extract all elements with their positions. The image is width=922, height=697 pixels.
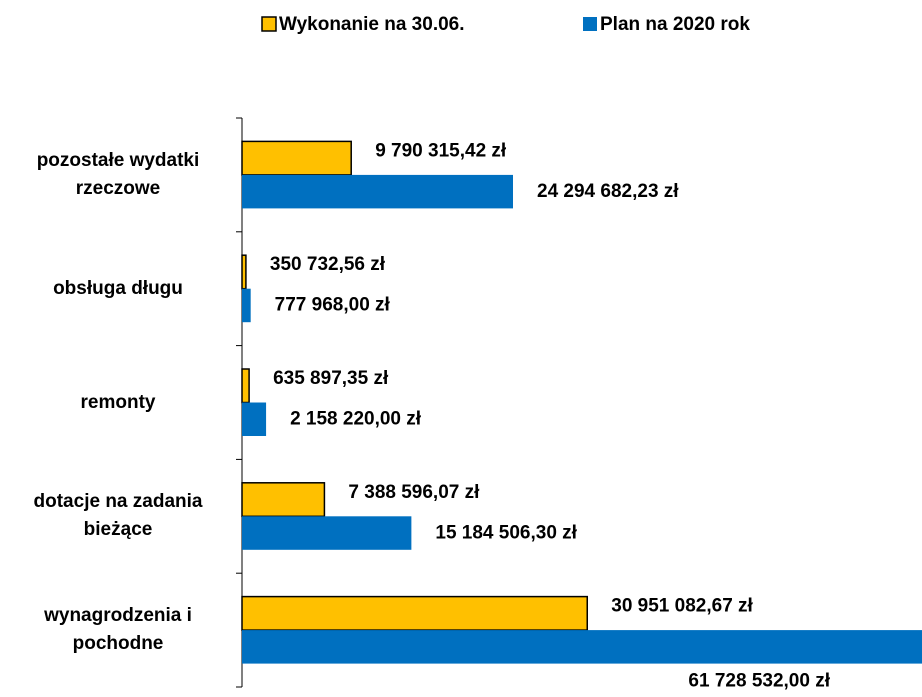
bar — [241, 482, 326, 518]
value-label: 9 790 315,42 zł — [375, 140, 507, 161]
bar — [241, 595, 589, 631]
value-label: 7 388 596,07 zł — [348, 482, 480, 503]
value-label: 30 951 082,67 zł — [611, 596, 753, 617]
value-label: 777 968,00 zł — [275, 295, 391, 316]
value-label: 350 732,56 zł — [270, 254, 386, 275]
legend-label: Plan na 2020 rok — [600, 14, 750, 35]
bar — [242, 174, 513, 209]
value-label: 61 728 532,00 zł — [688, 671, 830, 692]
bar — [241, 140, 352, 176]
category-label: pozostałe wydatki rzeczowe — [36, 149, 200, 199]
category-label: wynagrodzenia i pochodne — [44, 605, 192, 655]
legend-swatch — [583, 17, 597, 31]
value-label: 15 184 506,30 zł — [435, 522, 577, 543]
category-label: remonty — [80, 391, 156, 413]
bar — [242, 630, 922, 664]
bar — [242, 288, 251, 323]
category-label: dotacje na zadania bieżące — [33, 491, 203, 541]
category-label: obsługa długu — [53, 277, 183, 299]
bar — [242, 516, 412, 550]
bar — [241, 254, 247, 290]
value-label: 635 897,35 zł — [273, 368, 389, 389]
value-label: 2 158 220,00 zł — [290, 409, 422, 430]
bar — [241, 368, 250, 404]
bar — [242, 402, 267, 436]
value-label: 24 294 682,23 zł — [537, 181, 679, 202]
legend-swatch — [261, 16, 277, 32]
legend-label: Wykonanie na 30.06. — [279, 14, 465, 35]
